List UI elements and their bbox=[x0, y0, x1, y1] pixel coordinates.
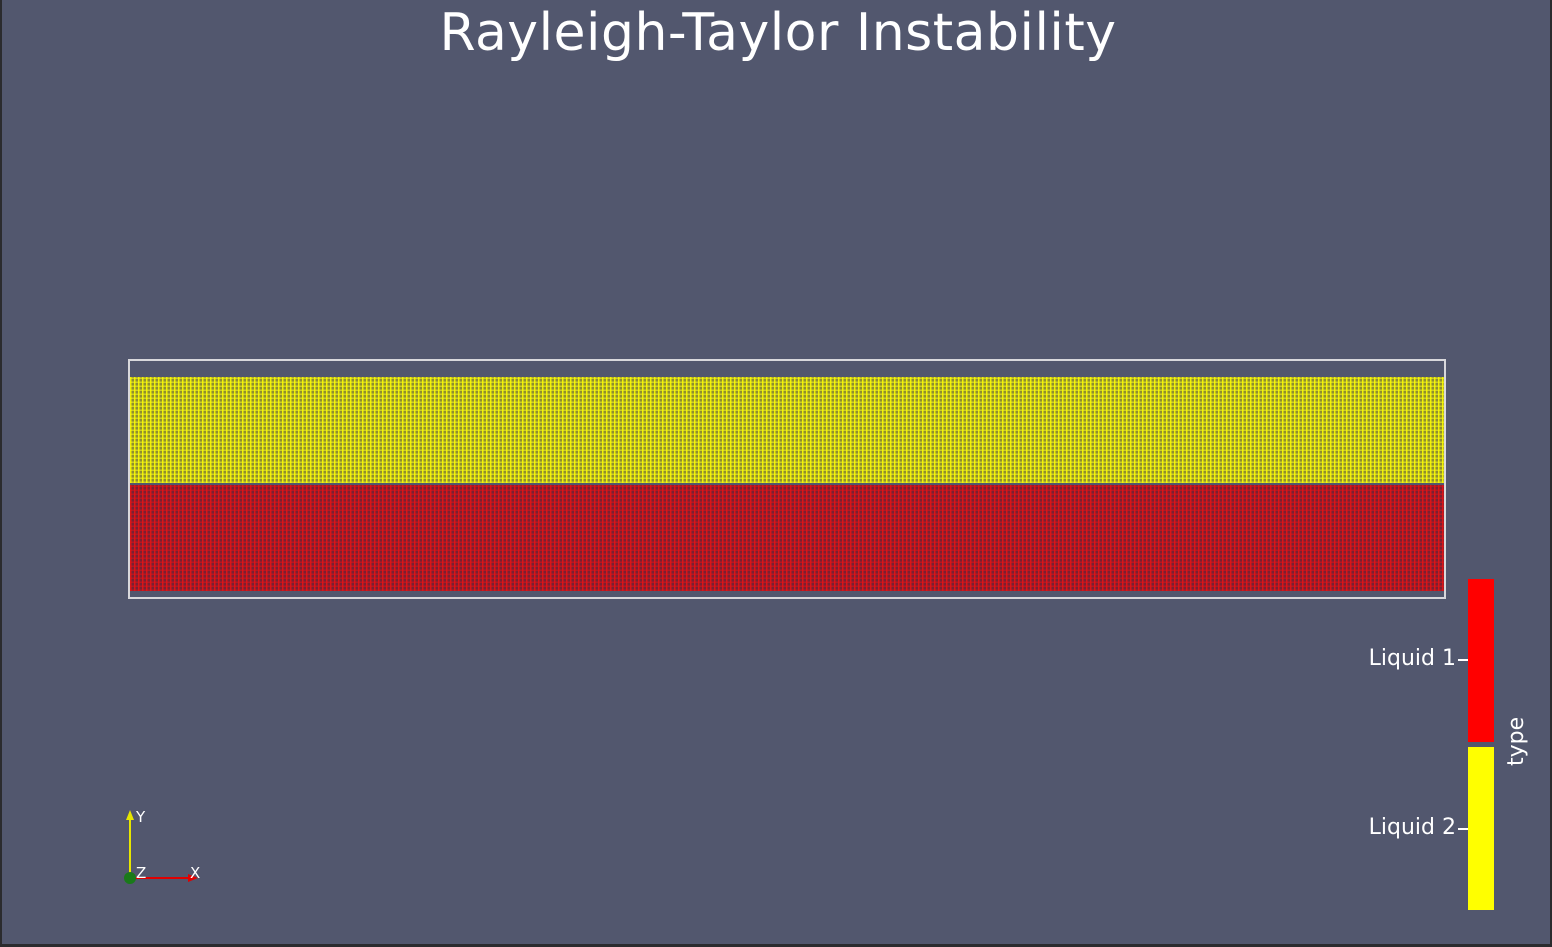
x-axis-label: X bbox=[190, 864, 200, 882]
y-axis-label: Y bbox=[135, 808, 146, 826]
legend-tick-liquid-2 bbox=[1458, 828, 1468, 830]
liquid-2-particle-region bbox=[130, 377, 1444, 483]
view-title: Rayleigh-Taylor Instability bbox=[439, 3, 1117, 63]
z-axis-label: Z bbox=[136, 864, 146, 882]
domain-outline bbox=[128, 359, 1446, 599]
legend-label-liquid-1: Liquid 1 bbox=[1368, 646, 1456, 671]
liquid-1-particle-region bbox=[130, 485, 1444, 591]
orientation-axes-triad: Y Z X bbox=[124, 808, 200, 884]
legend-color-swatch-liquid-2 bbox=[1468, 747, 1494, 910]
legend-title: type bbox=[1504, 716, 1529, 766]
z-axis-origin bbox=[124, 872, 136, 884]
legend-tick-liquid-1 bbox=[1458, 659, 1468, 661]
x-axis-arrowhead bbox=[188, 874, 198, 882]
y-axis-arrowhead bbox=[126, 810, 134, 820]
legend-label-liquid-2: Liquid 2 bbox=[1368, 815, 1456, 840]
legend-color-swatch-liquid-1 bbox=[1468, 579, 1494, 742]
